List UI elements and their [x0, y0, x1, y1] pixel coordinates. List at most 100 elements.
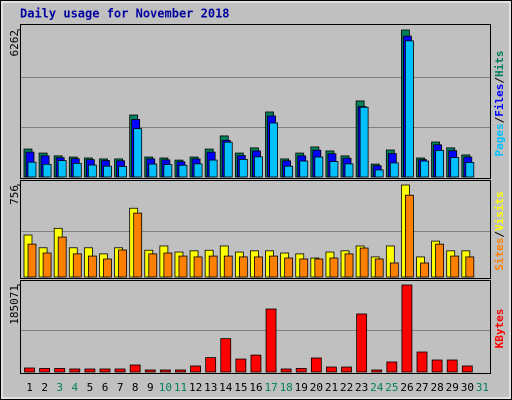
bar	[178, 164, 188, 178]
bar	[386, 361, 398, 373]
bar	[57, 160, 67, 178]
bar	[175, 369, 186, 373]
bar	[284, 257, 294, 278]
x-tick-label: 12	[189, 381, 202, 394]
bar	[163, 252, 173, 278]
bar	[284, 165, 294, 178]
x-tick-label: 2	[41, 381, 48, 394]
bar	[465, 162, 475, 178]
x-tick-label: 1	[26, 381, 33, 394]
bar	[341, 366, 352, 373]
bar	[420, 160, 429, 178]
y-tick-label: 756	[8, 185, 21, 205]
x-tick-label: 11	[174, 381, 187, 394]
bar	[103, 258, 112, 278]
bar	[269, 255, 278, 278]
bar	[103, 165, 112, 178]
bar	[280, 368, 292, 373]
x-tick-label: 7	[117, 381, 124, 394]
bar	[99, 368, 111, 373]
x-tick-label: 23	[355, 381, 368, 394]
bar	[254, 156, 263, 178]
bar	[27, 161, 37, 178]
x-tick-label: 13	[204, 381, 217, 394]
bar	[39, 368, 50, 373]
x-tick-label: 28	[431, 381, 444, 394]
bar	[389, 162, 399, 178]
bar	[87, 255, 97, 278]
bar	[265, 308, 277, 373]
bar	[148, 253, 158, 278]
x-tick-label: 17	[264, 381, 277, 394]
bar	[133, 212, 143, 278]
bar	[446, 359, 458, 373]
bar	[69, 368, 81, 373]
bar	[220, 338, 232, 373]
bar	[374, 169, 384, 178]
bar	[435, 243, 445, 278]
y-tick-label: 6262	[8, 30, 21, 57]
bar	[344, 253, 354, 278]
bar	[193, 256, 203, 278]
bar	[72, 162, 82, 178]
bar	[314, 258, 324, 278]
legend: Pages/Files/Hits	[493, 51, 506, 157]
bar	[254, 256, 263, 278]
bar	[359, 247, 369, 278]
bar	[416, 351, 428, 373]
bar	[344, 163, 354, 178]
x-tick-label: 9	[147, 381, 154, 394]
bar	[405, 194, 414, 278]
bar	[238, 256, 248, 278]
x-tick-label: 10	[159, 381, 172, 394]
bar	[178, 255, 188, 278]
x-tick-label: 25	[385, 381, 398, 394]
bar	[72, 253, 82, 278]
legend-entry: Pages	[493, 123, 506, 156]
x-tick-label: 5	[87, 381, 94, 394]
x-tick-label: 8	[132, 381, 139, 394]
bar	[450, 255, 460, 278]
bar	[118, 166, 127, 178]
bar	[114, 368, 126, 373]
bar	[371, 369, 383, 373]
bar	[374, 258, 384, 278]
x-tick-label: 22	[340, 381, 353, 394]
bar	[389, 262, 399, 278]
bar	[299, 160, 309, 178]
bar	[450, 157, 460, 178]
x-tick-label: 18	[280, 381, 293, 394]
bar	[310, 357, 322, 373]
bar	[465, 256, 475, 278]
x-tick-label: 14	[219, 381, 233, 394]
x-tick-label: 24	[370, 381, 384, 394]
legend-entry: Visits	[493, 191, 506, 231]
bar	[208, 255, 218, 278]
bar	[42, 163, 52, 178]
x-tick-label: 31	[476, 381, 489, 394]
bar	[356, 313, 368, 373]
bar	[87, 164, 97, 178]
bar	[118, 249, 127, 278]
x-tick-label: 19	[295, 381, 308, 394]
bar	[235, 358, 247, 373]
bar	[193, 163, 203, 178]
bar	[208, 159, 218, 178]
x-tick-label: 3	[56, 381, 63, 394]
legend-entry: Files	[493, 84, 506, 117]
bar	[420, 262, 429, 278]
bar	[329, 161, 339, 178]
bar	[435, 150, 445, 178]
x-tick-label: 26	[400, 381, 413, 394]
bar	[250, 354, 262, 373]
bar	[314, 156, 324, 178]
legend-separator: /	[493, 231, 506, 238]
legend-separator: /	[493, 116, 506, 123]
bar	[57, 236, 67, 278]
bar	[269, 122, 278, 178]
bar	[148, 163, 158, 178]
x-tick-label: 4	[72, 381, 79, 394]
bar	[359, 106, 369, 178]
legend: Sites/Visits	[493, 191, 506, 271]
